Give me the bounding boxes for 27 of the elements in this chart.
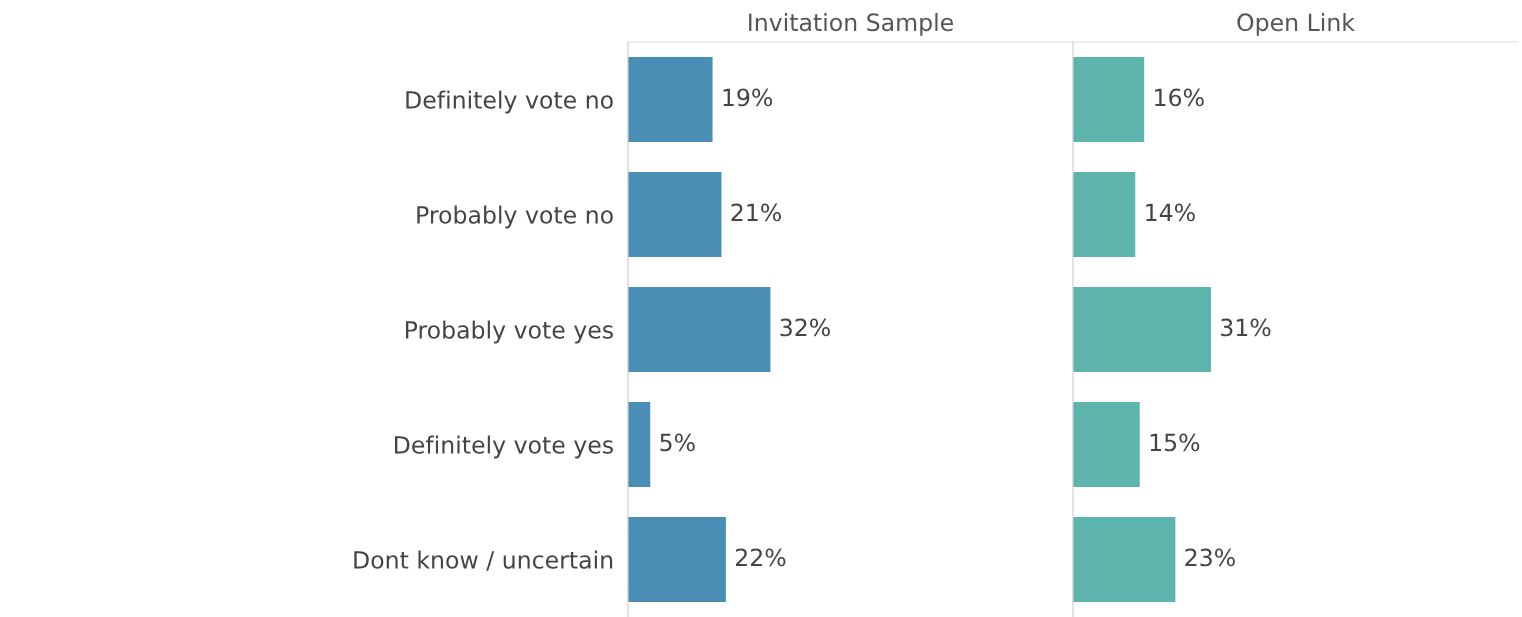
y-tick-label: Definitely vote no <box>406 90 613 114</box>
chart-title: Invitation Sample <box>749 12 953 36</box>
data-label: 22% <box>735 548 786 567</box>
bar <box>1073 516 1176 603</box>
bar <box>628 171 722 258</box>
data-label: 31% <box>1221 318 1271 337</box>
data-label: 21% <box>731 203 781 222</box>
data-label: 32% <box>780 318 830 337</box>
data-label: 23% <box>1185 548 1235 567</box>
bar <box>1073 286 1211 373</box>
bar <box>1073 401 1140 488</box>
bar <box>1073 171 1136 258</box>
data-label: 5% <box>660 433 695 452</box>
data-label: 19% <box>723 88 773 107</box>
y-tick-label: Dont know / uncertain <box>354 550 613 571</box>
y-tick-label: Definitely vote yes <box>394 435 613 459</box>
data-label: 16% <box>1155 88 1204 107</box>
bar <box>628 401 651 488</box>
y-tick-label: Probably vote no <box>417 205 613 229</box>
bar <box>628 516 726 603</box>
data-label: 15% <box>1150 433 1200 452</box>
bar <box>628 56 713 143</box>
data-label: 14% <box>1146 203 1195 222</box>
bar <box>1073 56 1145 143</box>
bar <box>628 286 771 373</box>
y-tick-label: Probably vote yes <box>405 320 613 344</box>
chart-title: Open Link <box>1237 12 1355 36</box>
